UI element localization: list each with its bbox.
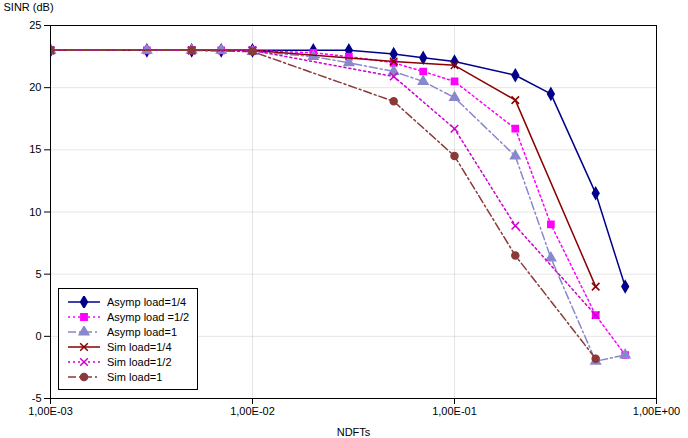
html-text:Sim load=1/2: Sim load=1/2 [107,355,172,368]
html-text:Sim load=1: Sim load=1 [107,370,163,383]
svg-text:1,00E-02: 1,00E-02 [230,405,275,417]
svg-text:1,00E-03: 1,00E-03 [28,405,73,417]
svg-text:SINR (dB): SINR (dB) [4,1,54,13]
html-text:Sim load=1/4: Sim load=1/4 [107,340,172,353]
svg-text:25: 25 [29,19,41,31]
svg-text:0: 0 [35,330,41,342]
svg-text:1,00E+00: 1,00E+00 [633,405,680,417]
svg-text:15: 15 [29,143,41,155]
svg-text:10: 10 [29,206,41,218]
svg-text:-5: -5 [32,392,42,404]
html-text:Asymp load=1: Asymp load=1 [107,325,177,338]
html-text:Asymp load=1/4: Asymp load=1/4 [107,295,187,308]
svg-text:5: 5 [35,268,41,280]
svg-text:NDFTs: NDFTs [337,426,371,438]
html-text:Asymp load =1/2: Asymp load =1/2 [107,310,190,323]
svg-text:1,00E-01: 1,00E-01 [432,405,477,417]
svg-text:20: 20 [29,81,41,93]
